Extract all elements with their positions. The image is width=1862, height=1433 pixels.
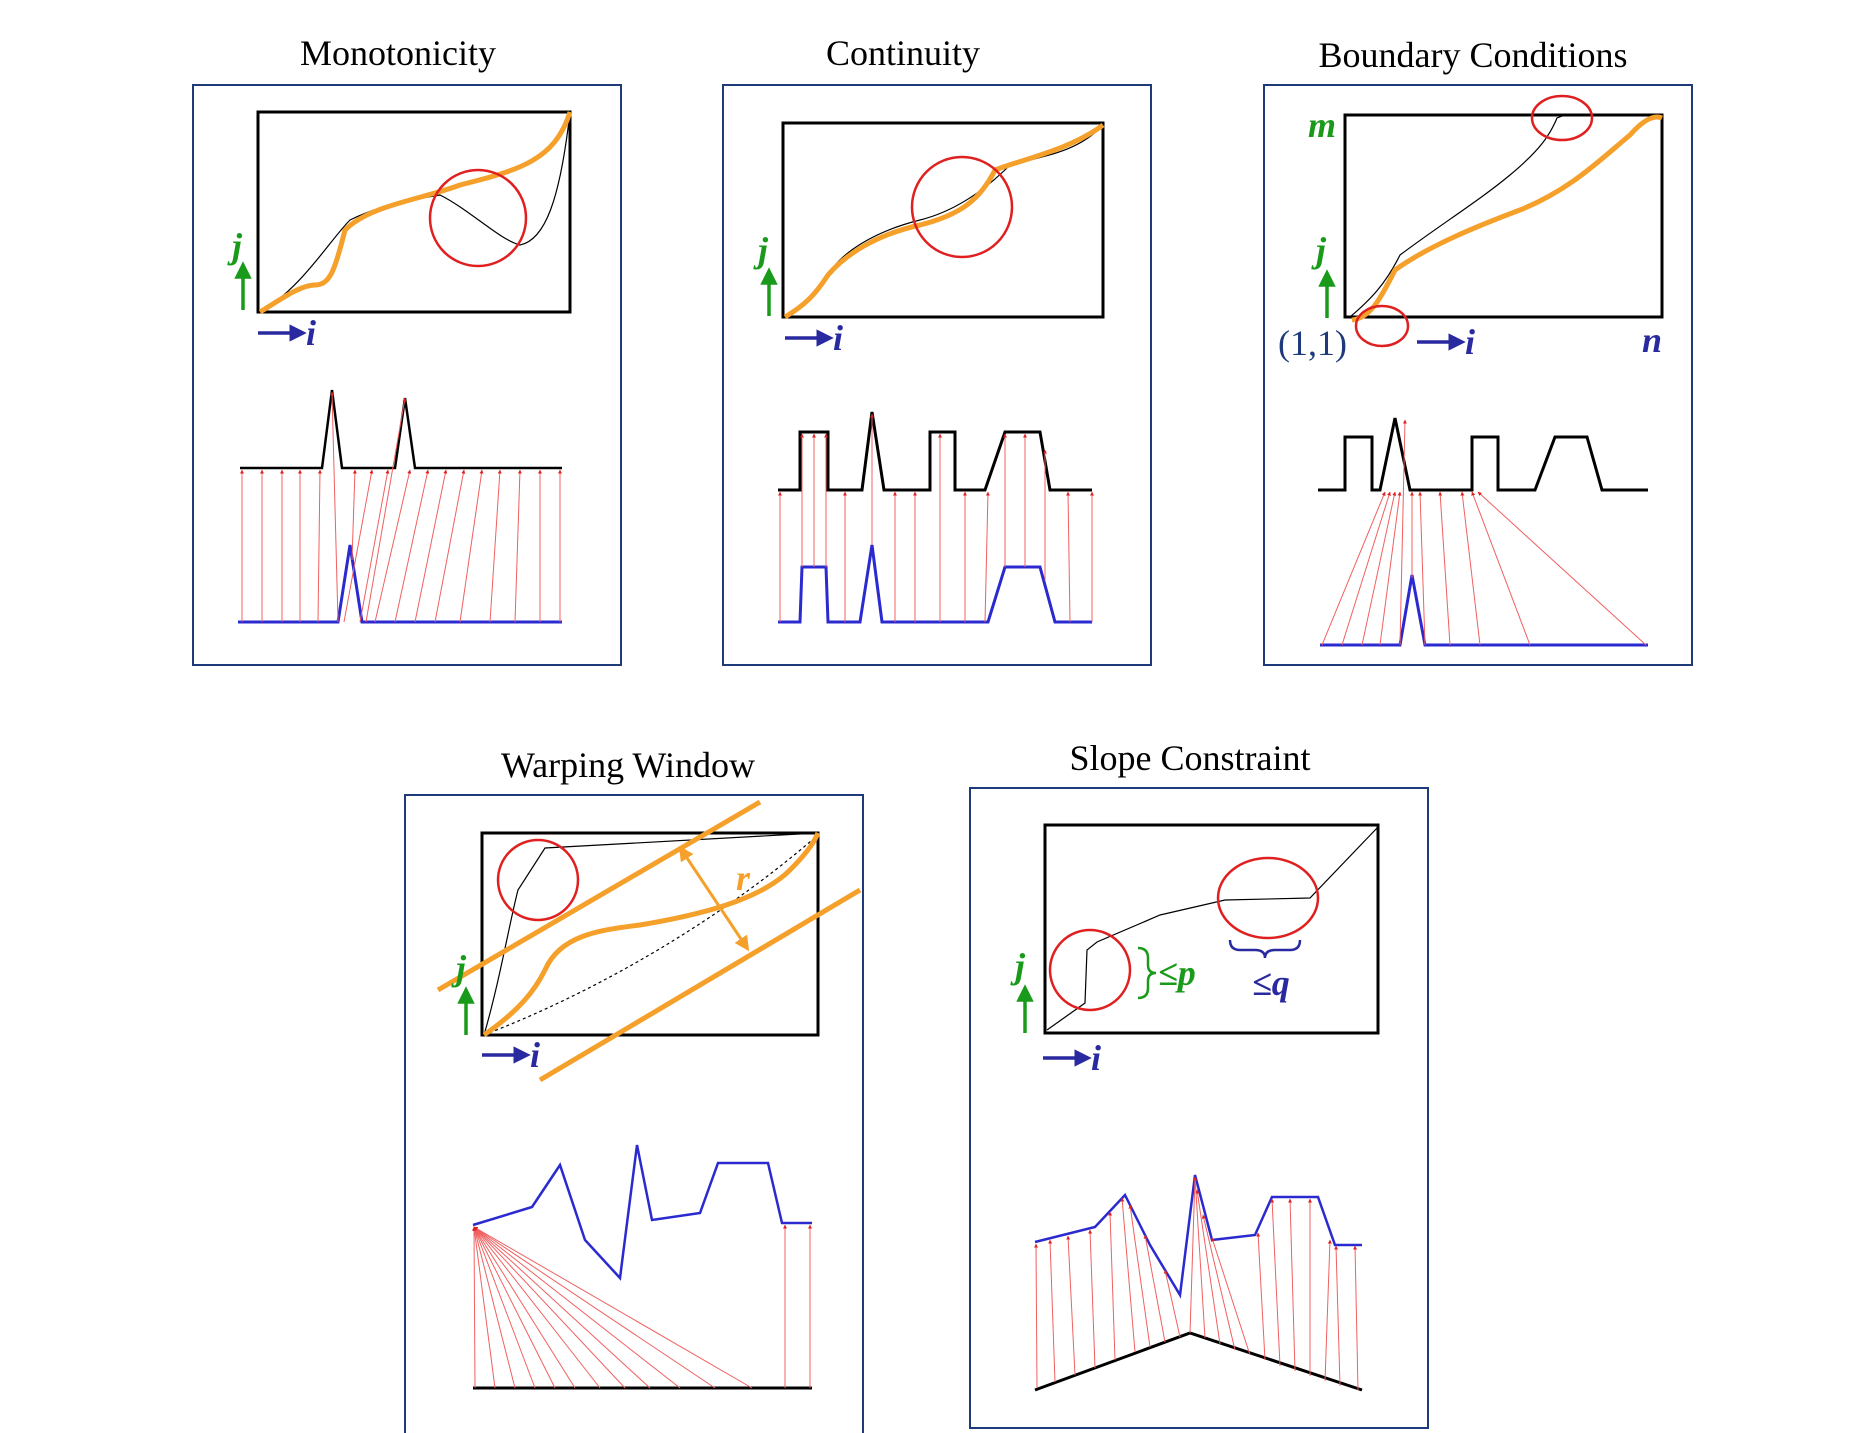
warping-path-orange — [783, 123, 1105, 320]
alignment-links — [1034, 1176, 1359, 1391]
violation-circle — [496, 838, 580, 922]
warping-path-orange — [258, 111, 573, 315]
r-label: r — [736, 858, 751, 898]
j-axis-label: j — [1010, 946, 1026, 986]
series-bottom-black — [1034, 1331, 1363, 1392]
panel-frame — [192, 84, 622, 666]
warping-matrix — [781, 121, 1105, 319]
warping-path-thin — [483, 832, 819, 1036]
panel-frame — [1263, 84, 1693, 666]
warping-matrix — [256, 110, 572, 314]
warping-path-dotted — [483, 834, 819, 1036]
series-top-black — [1318, 417, 1648, 492]
panel-title: Continuity — [826, 33, 980, 73]
j-axis-label: j — [1311, 230, 1327, 270]
series-bottom-blue — [238, 544, 562, 624]
panel-title: Slope Constraint — [1070, 738, 1311, 778]
panel-title: Monotonicity — [300, 33, 496, 73]
p-label: ≤p — [1158, 953, 1196, 993]
panel-continuity: Continuity j i — [722, 33, 1152, 666]
panel-frame — [969, 787, 1429, 1429]
panel-title: Boundary Conditions — [1318, 35, 1627, 75]
start-boundary-circle — [1354, 304, 1410, 348]
slope-q-circle — [1216, 856, 1320, 940]
panel-frame — [404, 794, 864, 1433]
end-boundary-circle — [1530, 94, 1594, 142]
alignment-links — [778, 413, 1094, 623]
warping-path-thin — [1046, 826, 1379, 1031]
warping-path-thin — [1349, 114, 1566, 318]
series-top-blue — [1034, 1174, 1362, 1299]
violation-circle — [428, 168, 528, 268]
warping-path-thin — [784, 124, 1104, 318]
slope-p-circle — [1048, 928, 1132, 1012]
alignment-links — [472, 1224, 812, 1389]
panel-title: Warping Window — [501, 745, 755, 785]
i-axis-label: i — [1091, 1038, 1101, 1078]
i-axis-label: i — [306, 313, 316, 353]
j-axis-label: j — [227, 226, 243, 266]
q-label: ≤q — [1252, 963, 1290, 1003]
panel-slope-constraint: Slope Constraint ≤p ≤q j i — [969, 738, 1429, 1429]
series-top-black — [778, 411, 1092, 492]
i-axis-label: i — [833, 318, 843, 358]
window-lower-bound — [538, 887, 862, 1083]
i-axis-label: i — [1465, 322, 1475, 362]
window-upper-bound — [436, 799, 762, 993]
panel-frame — [722, 84, 1152, 666]
panel-warping-window: Warping Window r j i — [404, 745, 864, 1433]
series-top-black — [240, 389, 562, 470]
i-axis-label: i — [530, 1035, 540, 1075]
alignment-links — [1321, 419, 1647, 646]
n-label: n — [1642, 320, 1662, 360]
warping-path-orange — [1351, 114, 1663, 323]
window-width-arrow — [678, 845, 750, 952]
violation-circle — [910, 155, 1014, 259]
warping-path-orange — [482, 831, 821, 1038]
alignment-links — [240, 391, 562, 623]
m-label: m — [1308, 105, 1336, 145]
series-top-blue — [472, 1144, 812, 1281]
warping-matrix — [1043, 823, 1380, 1035]
j-axis-label: j — [753, 230, 769, 270]
origin-label: (1,1) — [1278, 323, 1347, 363]
warping-path-thin — [259, 111, 571, 313]
panel-boundary-conditions: Boundary Conditions m n (1,1) j i — [1263, 35, 1693, 666]
warping-matrix — [1343, 113, 1664, 319]
panel-monotonicity: Monotonicity j i — [192, 33, 622, 666]
q-brace — [1228, 939, 1302, 959]
p-brace — [1137, 946, 1157, 1000]
warping-matrix — [480, 831, 820, 1037]
